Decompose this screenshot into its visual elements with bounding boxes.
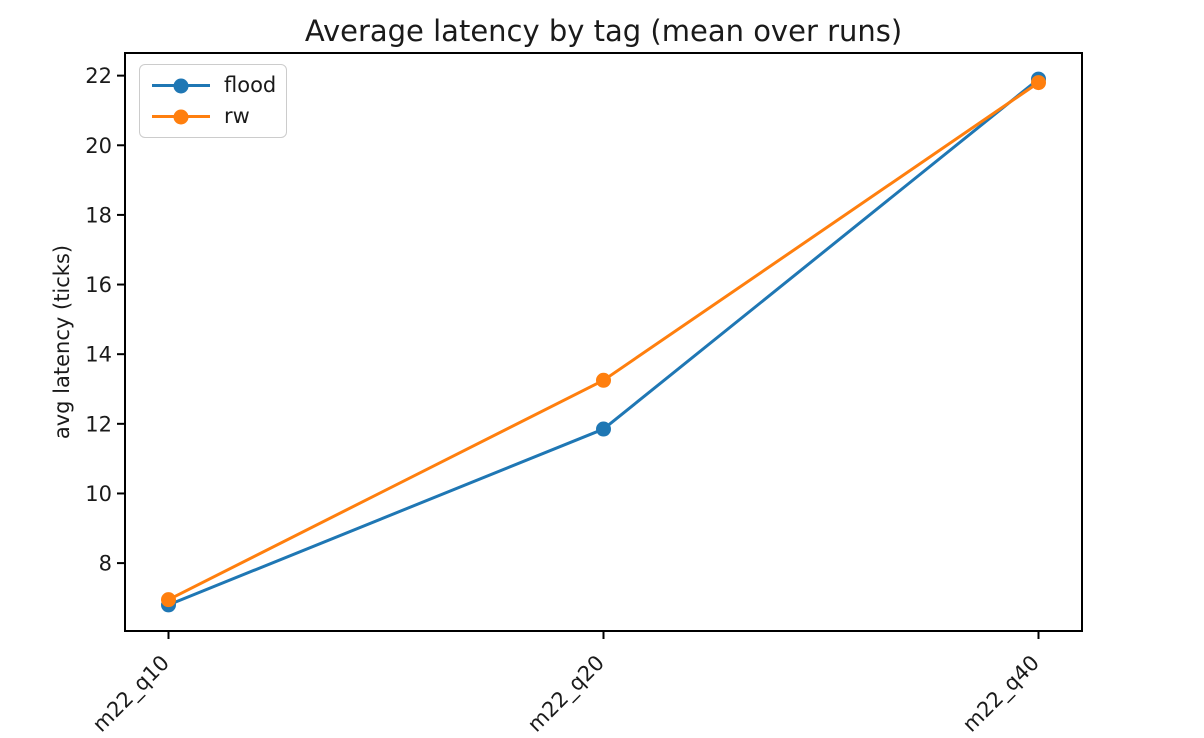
flood-line-marker-icon bbox=[152, 78, 210, 93]
x-tick-label: m22_q40 bbox=[958, 651, 1045, 738]
chart-title: Average latency by tag (mean over runs) bbox=[304, 14, 903, 48]
legend-label-rw: rw bbox=[224, 104, 250, 128]
y-tick-label: 16 bbox=[85, 273, 112, 297]
data-point-rw-0 bbox=[161, 592, 176, 608]
y-tick-label: 20 bbox=[85, 134, 112, 158]
data-point-rw-1 bbox=[596, 372, 611, 388]
y-tick-label: 8 bbox=[99, 552, 112, 576]
axes-spines bbox=[124, 52, 1083, 632]
rw-marker-icon bbox=[173, 109, 189, 124]
legend-entry-flood: flood bbox=[152, 73, 277, 97]
data-point-flood-1 bbox=[596, 421, 611, 437]
series-line-flood bbox=[167, 77, 1040, 607]
legend-label-flood: flood bbox=[224, 73, 277, 97]
legend-entry-rw: rw bbox=[152, 106, 274, 127]
y-tick-label: 18 bbox=[85, 203, 112, 227]
x-tick-label: m22_q10 bbox=[88, 651, 175, 738]
data-point-rw-2 bbox=[1031, 75, 1046, 91]
y-tick-label: 14 bbox=[85, 343, 112, 367]
y-tick-label: 12 bbox=[85, 412, 112, 436]
rw-line-marker-icon bbox=[152, 109, 210, 124]
legend: flood rw bbox=[139, 64, 287, 138]
y-tick-label: 22 bbox=[85, 64, 112, 88]
series-line-rw bbox=[167, 81, 1040, 602]
flood-marker-icon bbox=[173, 78, 189, 93]
x-tick-label: m22_q20 bbox=[523, 651, 610, 738]
y-tick-label: 10 bbox=[85, 482, 112, 506]
